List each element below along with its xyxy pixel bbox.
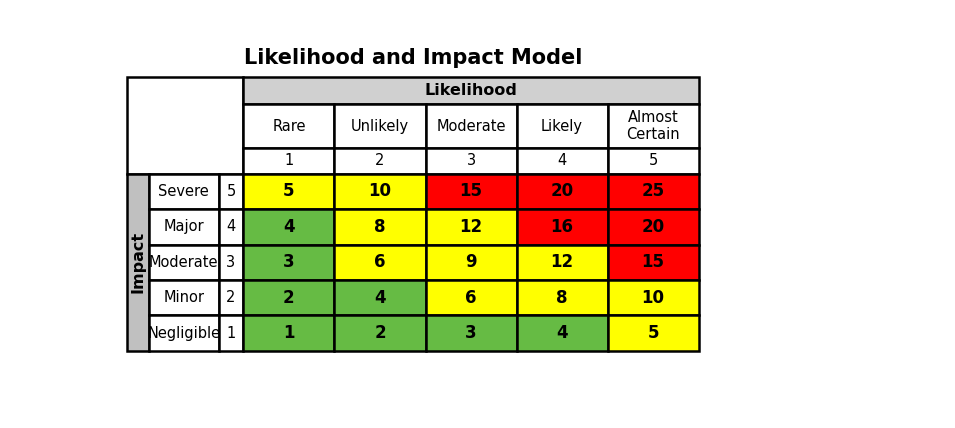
Bar — [517, 209, 607, 245]
Bar — [607, 148, 699, 174]
Bar — [517, 148, 607, 174]
Text: 5: 5 — [283, 182, 295, 200]
Bar — [244, 209, 334, 245]
Text: 8: 8 — [374, 218, 386, 236]
Bar — [426, 174, 517, 209]
Text: 4: 4 — [556, 324, 568, 342]
Text: Moderate: Moderate — [149, 255, 219, 270]
Bar — [219, 245, 244, 280]
Bar — [334, 315, 426, 351]
Text: 5: 5 — [647, 324, 659, 342]
Bar — [244, 245, 334, 280]
Bar — [517, 280, 607, 315]
Text: 2: 2 — [374, 324, 386, 342]
Text: 12: 12 — [550, 253, 574, 271]
Text: Minor: Minor — [163, 290, 204, 305]
Bar — [219, 315, 244, 351]
Text: 5: 5 — [226, 184, 236, 199]
Text: 2: 2 — [226, 290, 236, 305]
Text: Severe: Severe — [159, 184, 209, 199]
Text: 25: 25 — [642, 182, 665, 200]
Text: Likelihood and Impact Model: Likelihood and Impact Model — [244, 48, 583, 68]
Text: 2: 2 — [283, 289, 295, 307]
Bar — [517, 245, 607, 280]
Text: 4: 4 — [558, 153, 566, 168]
Text: 4: 4 — [374, 289, 386, 307]
Text: 4: 4 — [283, 218, 295, 236]
Bar — [426, 280, 517, 315]
Bar — [149, 209, 219, 245]
Bar — [334, 280, 426, 315]
Bar — [334, 245, 426, 280]
Bar — [334, 209, 426, 245]
Text: 1: 1 — [285, 153, 293, 168]
Bar — [127, 174, 149, 351]
Text: 9: 9 — [465, 253, 477, 271]
Text: 20: 20 — [550, 182, 574, 200]
Text: 3: 3 — [283, 253, 295, 271]
Text: 15: 15 — [459, 182, 482, 200]
Bar — [149, 315, 219, 351]
Bar — [426, 245, 517, 280]
Bar — [149, 280, 219, 315]
Text: 4: 4 — [226, 220, 236, 235]
Text: Almost
Certain: Almost Certain — [626, 110, 680, 142]
Bar — [334, 104, 426, 148]
Bar — [426, 315, 517, 351]
Text: 1: 1 — [283, 324, 295, 342]
Bar — [149, 174, 219, 209]
Bar — [244, 77, 699, 104]
Bar — [607, 174, 699, 209]
Text: 12: 12 — [459, 218, 482, 236]
Text: Unlikely: Unlikely — [350, 119, 409, 134]
Bar — [127, 77, 244, 174]
Text: 3: 3 — [226, 255, 236, 270]
Bar — [607, 315, 699, 351]
Bar — [219, 280, 244, 315]
Bar — [219, 174, 244, 209]
Text: 6: 6 — [374, 253, 386, 271]
Bar — [334, 174, 426, 209]
Bar — [517, 315, 607, 351]
Text: Likely: Likely — [541, 119, 584, 134]
Text: Moderate: Moderate — [436, 119, 506, 134]
Text: 10: 10 — [642, 289, 665, 307]
Text: 1: 1 — [226, 326, 236, 341]
Bar — [244, 280, 334, 315]
Bar — [607, 280, 699, 315]
Text: Likelihood: Likelihood — [425, 83, 518, 98]
Bar — [426, 104, 517, 148]
Text: 2: 2 — [375, 153, 385, 168]
Bar — [244, 315, 334, 351]
Bar — [334, 148, 426, 174]
Bar — [244, 148, 334, 174]
Bar — [149, 245, 219, 280]
Bar — [219, 209, 244, 245]
Bar — [607, 245, 699, 280]
Bar — [244, 104, 334, 148]
Text: 8: 8 — [557, 289, 568, 307]
Text: Impact: Impact — [131, 231, 145, 294]
Text: 16: 16 — [551, 218, 574, 236]
Text: Major: Major — [163, 220, 204, 235]
Bar — [426, 209, 517, 245]
Text: 6: 6 — [465, 289, 477, 307]
Text: 20: 20 — [642, 218, 665, 236]
Text: 5: 5 — [648, 153, 658, 168]
Text: 15: 15 — [642, 253, 665, 271]
Text: Rare: Rare — [272, 119, 306, 134]
Text: 3: 3 — [465, 324, 477, 342]
Bar — [607, 104, 699, 148]
Bar — [244, 174, 334, 209]
Text: 10: 10 — [369, 182, 392, 200]
Bar — [607, 209, 699, 245]
Bar — [517, 174, 607, 209]
Bar — [426, 148, 517, 174]
Text: 3: 3 — [466, 153, 476, 168]
Text: Negligible: Negligible — [147, 326, 221, 341]
Bar — [517, 104, 607, 148]
